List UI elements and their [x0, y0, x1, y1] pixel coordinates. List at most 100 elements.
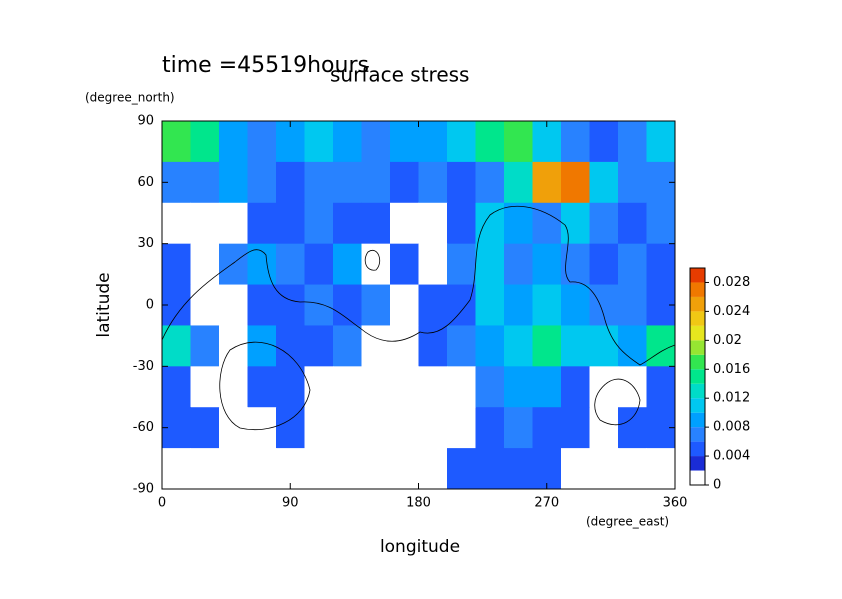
y-tick-label: 30 — [137, 236, 154, 251]
cell — [475, 121, 505, 163]
cell — [190, 325, 220, 367]
cell — [390, 284, 419, 326]
x-tick-label: 180 — [406, 496, 431, 511]
colorbar-tick-label: 0.012 — [713, 391, 750, 406]
cell — [361, 366, 391, 408]
y-tick-label: 0 — [146, 298, 154, 313]
cell — [333, 243, 362, 286]
cell — [361, 161, 391, 204]
cell — [247, 121, 277, 163]
cell — [532, 407, 562, 449]
colorbar-band — [690, 340, 705, 355]
cell — [390, 325, 419, 367]
x-tick-label: 360 — [663, 496, 688, 511]
cell — [162, 448, 191, 490]
cell — [162, 121, 191, 163]
cell — [390, 448, 419, 490]
y-axis-label: latitude — [94, 272, 114, 337]
cell — [418, 202, 448, 245]
cell — [589, 448, 619, 490]
cell — [333, 202, 362, 245]
colorbar-band — [690, 369, 705, 384]
colorbar-frame — [689, 267, 706, 486]
colorbar-tick-label: 0.028 — [713, 275, 750, 290]
coastlines — [161, 205, 676, 431]
cell — [333, 121, 362, 163]
cell — [219, 161, 248, 204]
cell — [561, 284, 590, 326]
cell — [504, 325, 533, 367]
cell — [418, 121, 448, 163]
cell — [304, 448, 334, 490]
cell — [304, 284, 334, 326]
cell — [162, 325, 191, 367]
cell — [618, 284, 647, 326]
cell — [561, 407, 590, 449]
cell — [504, 121, 533, 163]
cell — [333, 448, 362, 490]
cell — [447, 325, 476, 367]
cell — [418, 325, 448, 367]
cell — [561, 448, 590, 490]
cell — [333, 161, 362, 204]
y-tick-label: -90 — [133, 482, 154, 497]
x-unit: (degree_east) — [586, 515, 669, 529]
cell — [504, 202, 533, 245]
colorbar-tick-label: 0.016 — [713, 362, 750, 377]
cell — [418, 448, 448, 490]
cell — [190, 161, 220, 204]
cell — [361, 284, 391, 326]
cell — [504, 161, 533, 204]
cell — [418, 284, 448, 326]
cell — [447, 243, 476, 286]
cell — [532, 202, 562, 245]
x-tick-label: 270 — [534, 496, 559, 511]
cell — [618, 243, 647, 286]
colorbar-band — [690, 296, 705, 312]
cell — [646, 366, 676, 408]
cell — [219, 243, 248, 286]
cell — [504, 407, 533, 449]
y-unit: (degree_north) — [85, 91, 175, 105]
cell — [276, 161, 305, 204]
colorbar-band — [690, 398, 705, 413]
cell — [190, 448, 220, 490]
cell — [390, 202, 419, 245]
cell — [504, 448, 533, 490]
cell — [361, 325, 391, 367]
coastline — [161, 205, 676, 366]
cell — [618, 448, 647, 490]
colorbar-band — [690, 441, 705, 457]
cell — [475, 407, 505, 449]
cell — [219, 407, 248, 449]
cell — [475, 325, 505, 367]
coastline — [219, 341, 311, 431]
cell — [447, 161, 476, 204]
cell — [247, 161, 277, 204]
cell — [418, 161, 448, 204]
cell — [646, 448, 676, 490]
cell — [561, 161, 590, 204]
cell — [475, 448, 505, 490]
cell — [361, 243, 391, 286]
cell — [247, 202, 277, 245]
cell — [276, 243, 305, 286]
cell — [276, 202, 305, 245]
cell — [247, 243, 277, 286]
colorbar-band — [690, 470, 705, 485]
cell — [589, 121, 619, 163]
cell — [276, 448, 305, 490]
colorbar-band — [690, 282, 705, 297]
cell — [618, 366, 647, 408]
cell — [589, 407, 619, 449]
colorbar-band — [690, 325, 705, 341]
cell — [589, 243, 619, 286]
cell — [618, 202, 647, 245]
contour-field — [162, 121, 676, 490]
colorbar-band — [690, 383, 705, 399]
cell — [618, 161, 647, 204]
cell — [190, 407, 220, 449]
colorbar-tick-label: 0.02 — [713, 333, 742, 348]
cell — [447, 284, 476, 326]
